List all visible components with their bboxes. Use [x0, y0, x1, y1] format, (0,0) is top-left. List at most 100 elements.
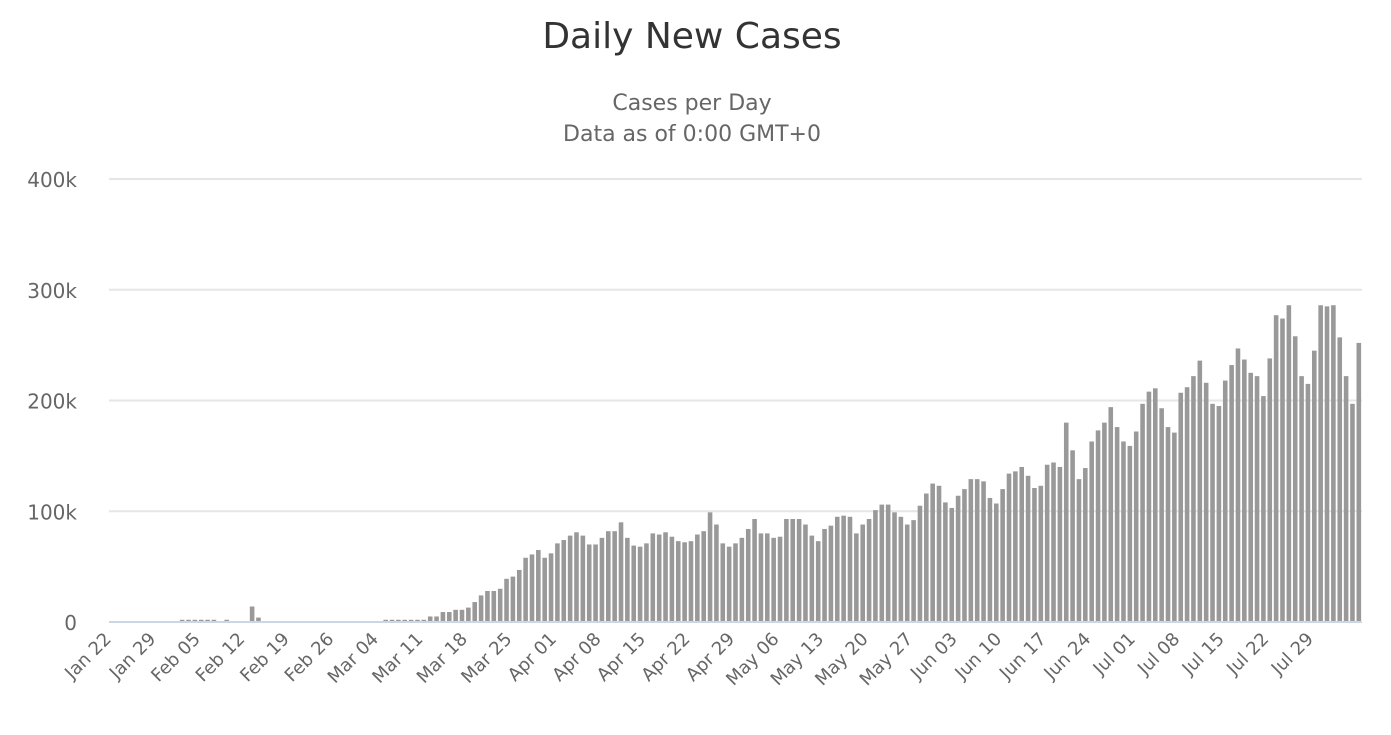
bar[interactable]	[949, 507, 955, 622]
bar[interactable]	[1006, 473, 1012, 622]
bar[interactable]	[1216, 406, 1222, 622]
bar[interactable]	[1331, 305, 1336, 622]
bar[interactable]	[593, 544, 598, 622]
bar[interactable]	[1038, 485, 1044, 622]
bar[interactable]	[758, 533, 764, 622]
bar[interactable]	[847, 516, 853, 622]
bar[interactable]	[663, 532, 668, 622]
bar[interactable]	[485, 590, 490, 622]
bar[interactable]	[529, 554, 535, 622]
bar[interactable]	[936, 485, 942, 622]
bar[interactable]	[574, 532, 579, 622]
bar[interactable]	[1286, 305, 1292, 622]
bar[interactable]	[1159, 408, 1164, 622]
bar[interactable]	[1299, 376, 1304, 622]
bar[interactable]	[1197, 360, 1203, 622]
bar[interactable]	[612, 531, 617, 622]
bar[interactable]	[459, 609, 465, 622]
bar[interactable]	[1191, 376, 1196, 622]
bar[interactable]	[536, 550, 541, 622]
bar[interactable]	[637, 546, 643, 622]
bar[interactable]	[981, 481, 986, 622]
bar[interactable]	[1210, 403, 1215, 622]
bar[interactable]	[497, 588, 503, 622]
bar[interactable]	[1025, 475, 1031, 622]
bar[interactable]	[962, 489, 967, 622]
bar[interactable]	[733, 543, 738, 622]
bar[interactable]	[1261, 396, 1266, 622]
bar[interactable]	[771, 537, 776, 622]
bar[interactable]	[211, 619, 217, 622]
bar[interactable]	[1267, 358, 1273, 622]
bar[interactable]	[625, 537, 630, 622]
bar[interactable]	[580, 535, 586, 622]
bar[interactable]	[567, 535, 573, 622]
bar[interactable]	[1356, 342, 1362, 622]
bar[interactable]	[879, 504, 885, 622]
bar[interactable]	[1095, 430, 1101, 622]
bar[interactable]	[415, 619, 420, 622]
bar[interactable]	[815, 541, 821, 622]
bar[interactable]	[892, 512, 897, 622]
bar[interactable]	[930, 483, 935, 622]
bar[interactable]	[784, 519, 789, 622]
bar[interactable]	[968, 479, 974, 622]
bar[interactable]	[987, 497, 993, 622]
bar[interactable]	[523, 557, 528, 622]
bar[interactable]	[478, 595, 484, 622]
bar[interactable]	[726, 546, 732, 622]
bar[interactable]	[1254, 376, 1260, 622]
bar[interactable]	[249, 606, 255, 623]
bar[interactable]	[1350, 403, 1355, 622]
bar[interactable]	[917, 505, 923, 622]
bar[interactable]	[1203, 382, 1209, 622]
bar[interactable]	[1222, 380, 1228, 622]
bar[interactable]	[1044, 464, 1050, 622]
bar[interactable]	[809, 535, 815, 622]
bar[interactable]	[752, 519, 757, 622]
bar[interactable]	[1273, 315, 1279, 622]
bar[interactable]	[701, 531, 706, 622]
bar[interactable]	[803, 524, 808, 622]
bar[interactable]	[472, 602, 478, 622]
bar[interactable]	[720, 543, 726, 622]
bar[interactable]	[548, 553, 554, 622]
bar[interactable]	[491, 590, 497, 622]
bar[interactable]	[402, 619, 408, 622]
bar[interactable]	[1000, 489, 1005, 622]
bar[interactable]	[1121, 441, 1126, 622]
bar[interactable]	[1076, 479, 1082, 622]
bar[interactable]	[1248, 372, 1253, 622]
bar[interactable]	[1070, 450, 1075, 622]
bar[interactable]	[606, 531, 611, 622]
bar[interactable]	[1102, 422, 1107, 622]
bar[interactable]	[1114, 427, 1120, 622]
bar[interactable]	[1146, 391, 1152, 622]
bar[interactable]	[682, 542, 687, 622]
bar[interactable]	[555, 543, 560, 622]
bar[interactable]	[504, 578, 509, 622]
bar[interactable]	[675, 541, 681, 622]
bar[interactable]	[656, 534, 662, 622]
bar[interactable]	[1140, 403, 1145, 622]
bar[interactable]	[1089, 441, 1094, 622]
bar[interactable]	[192, 619, 198, 622]
bar[interactable]	[841, 515, 846, 622]
bar[interactable]	[745, 528, 751, 622]
bar[interactable]	[860, 524, 865, 622]
bar[interactable]	[1318, 305, 1323, 622]
bar[interactable]	[453, 609, 458, 622]
bar[interactable]	[1229, 365, 1234, 622]
bar[interactable]	[186, 619, 191, 622]
bar[interactable]	[974, 479, 980, 622]
bar[interactable]	[440, 612, 446, 622]
bar[interactable]	[943, 502, 948, 622]
bar[interactable]	[1235, 348, 1241, 622]
bar[interactable]	[1184, 387, 1190, 622]
bar[interactable]	[1019, 466, 1025, 622]
bar[interactable]	[599, 537, 605, 622]
bar[interactable]	[408, 619, 414, 622]
bar[interactable]	[993, 503, 999, 623]
bar[interactable]	[828, 525, 834, 622]
bar[interactable]	[224, 619, 229, 622]
